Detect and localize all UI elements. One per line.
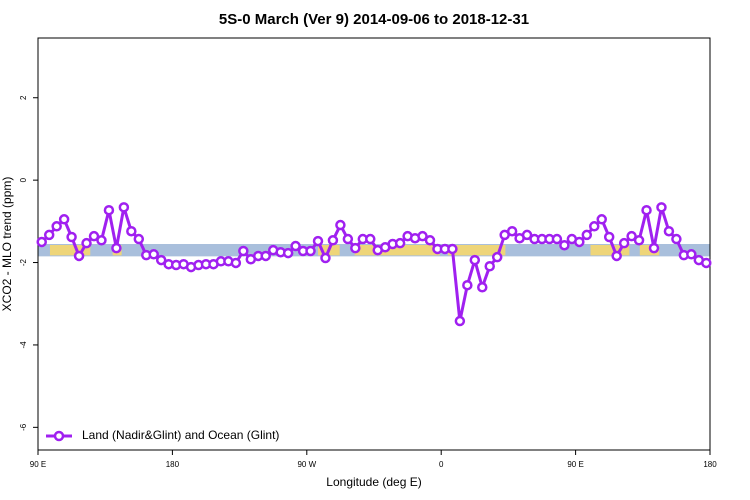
data-point bbox=[111, 242, 122, 254]
data-point bbox=[260, 250, 271, 262]
data-point bbox=[66, 231, 77, 243]
data-point bbox=[589, 221, 600, 232]
data-point bbox=[618, 237, 630, 249]
x-tick-label: 90 E bbox=[567, 460, 583, 469]
y-axis-label: XCO2 - MLO trend (ppm) bbox=[0, 177, 14, 312]
legend-marker bbox=[53, 430, 65, 442]
y-tick-label: -6 bbox=[19, 423, 28, 431]
series-line bbox=[40, 206, 707, 322]
y-tick-label: 2 bbox=[19, 95, 28, 100]
y-tick-label: -4 bbox=[19, 341, 28, 349]
data-point bbox=[603, 231, 615, 243]
data-point bbox=[417, 230, 428, 242]
data-point bbox=[103, 204, 115, 216]
data-point bbox=[155, 254, 167, 266]
data-point bbox=[462, 279, 473, 291]
data-point bbox=[36, 236, 47, 248]
data-point bbox=[73, 250, 85, 262]
data-point bbox=[469, 254, 481, 266]
data-point bbox=[118, 202, 130, 213]
data-point bbox=[551, 233, 563, 245]
x-tick-label: 90 W bbox=[297, 460, 316, 469]
data-point bbox=[559, 239, 570, 251]
x-tick-label: 0 bbox=[439, 460, 444, 469]
data-point bbox=[663, 225, 675, 237]
data-point bbox=[671, 233, 682, 245]
data-point bbox=[447, 243, 458, 255]
data-point bbox=[424, 235, 436, 246]
data-point bbox=[126, 225, 137, 237]
chart-title: 5S-0 March (Ver 9) 2014-09-06 to 2018-12… bbox=[219, 11, 529, 28]
data-point bbox=[282, 247, 294, 259]
data-point bbox=[648, 242, 660, 254]
data-point bbox=[350, 242, 361, 254]
data-point bbox=[484, 260, 495, 272]
data-point bbox=[43, 229, 55, 241]
data-point bbox=[521, 229, 533, 241]
data-point bbox=[81, 237, 92, 249]
legend-entry: Land (Nadir&Glint) and Ocean (Glint) bbox=[46, 428, 279, 442]
data-point bbox=[641, 204, 652, 216]
data-point bbox=[365, 233, 376, 245]
data-point bbox=[148, 249, 159, 260]
data-point bbox=[342, 233, 354, 245]
data-point bbox=[686, 249, 697, 260]
data-point bbox=[596, 214, 607, 225]
x-axis-label: Longitude (deg E) bbox=[326, 475, 421, 489]
data-point bbox=[611, 250, 622, 262]
data-point bbox=[133, 233, 145, 245]
x-tick-label: 180 bbox=[166, 460, 180, 469]
land-segment bbox=[354, 245, 440, 256]
data-point bbox=[230, 257, 242, 269]
x-tick-label: 90 E bbox=[30, 460, 46, 469]
data-point bbox=[327, 235, 339, 246]
data-point bbox=[491, 251, 503, 263]
data-point bbox=[574, 236, 585, 248]
data-point bbox=[51, 221, 62, 232]
data-point bbox=[656, 202, 667, 213]
data-point bbox=[506, 225, 518, 237]
data-point bbox=[701, 257, 712, 269]
data-point bbox=[581, 229, 593, 241]
legend-label: Land (Nadir&Glint) and Ocean (Glint) bbox=[82, 428, 279, 442]
y-tick-label: 0 bbox=[19, 177, 28, 182]
data-point bbox=[58, 214, 70, 225]
data-point bbox=[238, 245, 249, 257]
x-tick-label: 180 bbox=[703, 460, 717, 469]
data-point bbox=[305, 245, 316, 257]
data-point bbox=[335, 219, 346, 231]
data-point bbox=[88, 230, 100, 242]
data-point bbox=[290, 240, 301, 252]
data-point bbox=[96, 235, 107, 246]
data-point bbox=[394, 237, 406, 249]
land-segment bbox=[447, 245, 506, 256]
data-point bbox=[320, 252, 331, 264]
data-point bbox=[454, 315, 466, 327]
data-point bbox=[477, 282, 488, 293]
y-tick-label: -2 bbox=[19, 258, 28, 266]
land-segment bbox=[49, 245, 91, 256]
data-point bbox=[312, 235, 324, 247]
data-point bbox=[626, 230, 637, 242]
data-point bbox=[633, 235, 645, 246]
land-segment bbox=[590, 245, 630, 256]
